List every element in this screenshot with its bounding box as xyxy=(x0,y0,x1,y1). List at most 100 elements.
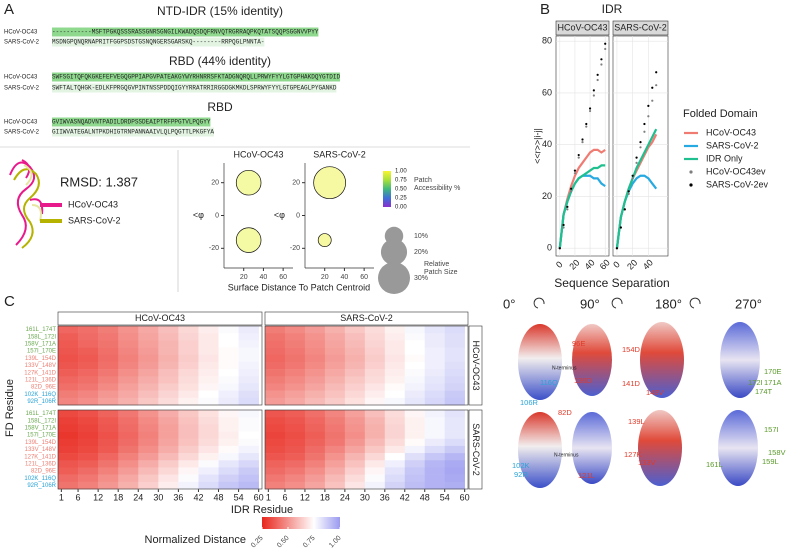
heat-cell xyxy=(424,467,446,475)
heat-cell xyxy=(138,340,159,348)
heat-cell xyxy=(218,340,239,348)
heat-cell xyxy=(344,369,366,377)
surface-label: 154D xyxy=(622,345,641,354)
heat-cell xyxy=(138,397,159,406)
x-tick-label: 20 xyxy=(240,274,248,281)
heat-cell xyxy=(98,438,119,447)
heat-cell xyxy=(324,369,346,377)
heat-cell xyxy=(98,347,119,356)
series-point xyxy=(643,122,646,126)
heat-cell xyxy=(304,431,326,440)
heat-cell xyxy=(238,467,259,475)
sequence-band xyxy=(52,27,319,37)
series-point xyxy=(627,192,630,195)
color-tick-label: 0.75 xyxy=(302,535,317,550)
heat-cell xyxy=(444,410,465,418)
heat-cell xyxy=(158,460,179,468)
rotation-angle: 90° xyxy=(580,296,600,311)
heat-cell xyxy=(384,431,406,440)
heat-cell xyxy=(78,474,99,483)
heat-cell xyxy=(404,333,426,341)
panel-frame xyxy=(57,409,263,490)
heat-cell xyxy=(324,481,346,490)
heat-cell xyxy=(178,453,199,461)
heat-cell xyxy=(304,460,326,468)
heat-cell xyxy=(364,453,386,461)
color-tick-label: 0.50 xyxy=(395,187,407,193)
sequence: SWFSGITQFQKGKEFEFVEGQGPPIAPGVPATEAKGYWYR… xyxy=(52,74,340,81)
heat-cell xyxy=(238,445,259,454)
color-tick-label: 0.25 xyxy=(250,535,265,550)
heat-cell xyxy=(98,445,119,454)
sequence: SWFTALTQHGK-EDLKFPRGQGVPINTNSSPDDQIGYYRR… xyxy=(52,85,337,92)
heat-cell xyxy=(58,354,79,363)
x-tick-label: 20 xyxy=(321,274,329,281)
y-tick-label: 82D_96E xyxy=(31,469,56,475)
heat-cell xyxy=(78,481,99,490)
heat-cell xyxy=(404,431,426,440)
heat-cell xyxy=(384,333,406,341)
series-point xyxy=(596,78,599,82)
heat-cell xyxy=(344,347,366,356)
heat-cell xyxy=(238,417,259,425)
heat-cell xyxy=(178,410,199,418)
series-point xyxy=(570,187,573,190)
color-tick-label: 1.00 xyxy=(395,169,407,175)
panel-label: B xyxy=(540,1,550,18)
heat-cell xyxy=(58,417,79,425)
heat-cell xyxy=(98,460,119,468)
heat-cell xyxy=(324,438,346,447)
heat-cell xyxy=(58,431,79,440)
heat-cell xyxy=(238,453,259,461)
heat-cell xyxy=(424,397,446,406)
y-axis-label: FD Residue xyxy=(4,379,16,437)
heat-cell xyxy=(158,410,179,418)
heat-cell xyxy=(265,474,286,483)
strip-label: HCoV-OC43 xyxy=(557,22,607,32)
y-tick-label: 20 xyxy=(292,180,300,187)
heat-cell xyxy=(324,410,346,418)
heat-cell xyxy=(58,340,79,348)
series-point xyxy=(635,161,638,164)
heat-cell xyxy=(78,467,99,475)
heat-cell xyxy=(265,326,286,334)
x-axis-label: Surface Distance To Patch Centroid xyxy=(228,282,370,292)
heat-cell xyxy=(284,424,306,432)
heat-cell xyxy=(444,383,465,391)
strip xyxy=(264,311,469,326)
heat-cell xyxy=(265,445,286,454)
heat-cell xyxy=(198,340,219,348)
x-tick-label: 40 xyxy=(583,257,597,271)
x-tick-label: 20 xyxy=(567,257,581,271)
series-point xyxy=(604,47,607,51)
series-point xyxy=(570,190,573,193)
heat-cell xyxy=(364,438,386,447)
heat-cell xyxy=(198,333,219,341)
heat-cell xyxy=(324,354,346,363)
size-key-label: 30% xyxy=(414,275,428,282)
x-tick-label: 40 xyxy=(641,257,655,271)
heat-cell xyxy=(218,410,239,418)
heat-cell xyxy=(198,397,219,406)
heat-cell xyxy=(78,417,99,425)
x-tick-label: 60 xyxy=(279,274,287,281)
panel-label: C xyxy=(4,293,15,310)
sequence: -----------MSFTPGKQSSSRASSGNRSGNGILKWADQ… xyxy=(52,29,319,36)
heat-cell xyxy=(138,390,159,399)
protein-surfaces xyxy=(518,322,760,488)
heat-cell xyxy=(178,397,199,406)
heat-cell xyxy=(98,417,119,425)
sequence-name: HCoV-OC43 xyxy=(4,120,38,126)
heat-cell xyxy=(118,453,139,461)
heat-cell xyxy=(364,424,386,432)
heat-cell xyxy=(198,424,219,432)
heat-cell xyxy=(138,410,159,418)
heat-cell xyxy=(265,438,286,447)
surface-label: 92R xyxy=(514,470,528,479)
heat-cell xyxy=(138,460,159,468)
heat-cell xyxy=(218,369,239,377)
heat-cell xyxy=(364,326,386,334)
heat-cell xyxy=(324,445,346,454)
heat-cell xyxy=(304,467,326,475)
heat-cell xyxy=(218,460,239,468)
